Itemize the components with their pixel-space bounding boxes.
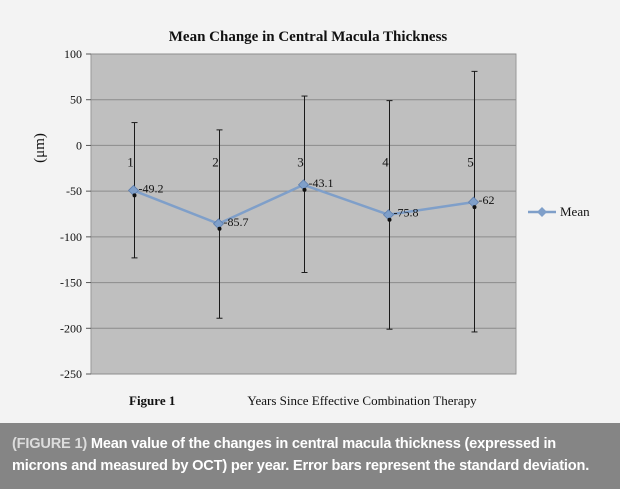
x-axis-label: Years Since Effective Combination Therap… [247,393,477,408]
tick-layer: 100 50 0 -50 -100 -150 -200 -250 [60,47,82,381]
chart-title: Mean Change in Central Macula Thickness [169,29,448,45]
y-tick-label: 50 [70,93,82,107]
series-layer [127,179,480,230]
y-tick-label: -50 [66,184,82,198]
category-label: 3 [297,154,304,169]
figure-caption: (FIGURE 1) Mean value of the changes in … [0,423,620,489]
category-label: 1 [127,154,134,169]
line-chart: Mean Change in Central Macula Thickness … [32,29,590,408]
data-label-dot [217,226,222,231]
data-label: -49.2 [139,181,164,195]
legend-marker-mean [537,207,547,217]
data-label-dot [132,193,137,198]
y-tick-label: -100 [60,230,82,244]
category-label: 4 [382,154,389,169]
plot-area [90,53,517,375]
legend-label-mean: Mean [560,204,590,219]
data-label-dot [302,187,307,192]
caption-text: Mean value of the changes in central mac… [12,436,590,474]
grid-layer [86,53,516,375]
data-label: -43.1 [309,176,334,190]
data-label: -62 [479,193,495,207]
category-label: 5 [467,154,474,169]
data-label-dot [387,217,392,222]
data-label-dot [472,205,477,210]
data-label: -85.7 [224,215,249,229]
y-tick-label: 100 [64,47,82,61]
legend: Mean [528,204,590,219]
category-label: 2 [212,154,219,169]
chart-panel: Mean Change in Central Macula Thickness … [0,0,620,423]
y-tick-label: -200 [60,321,82,335]
category-layer: 1 2 3 4 5 [127,154,474,169]
caption-figure-tag: (FIGURE 1) [12,436,88,452]
y-tick-label: -150 [60,276,82,290]
y-axis-label: (μm) [32,133,48,163]
data-label-layer: -49.2 -85.7 -43.1 -75.8 -62 [132,176,495,231]
y-tick-label: -250 [60,367,82,381]
y-tick-label: 0 [76,138,82,152]
data-label: -75.8 [394,206,419,220]
figure-label: Figure 1 [129,393,175,408]
